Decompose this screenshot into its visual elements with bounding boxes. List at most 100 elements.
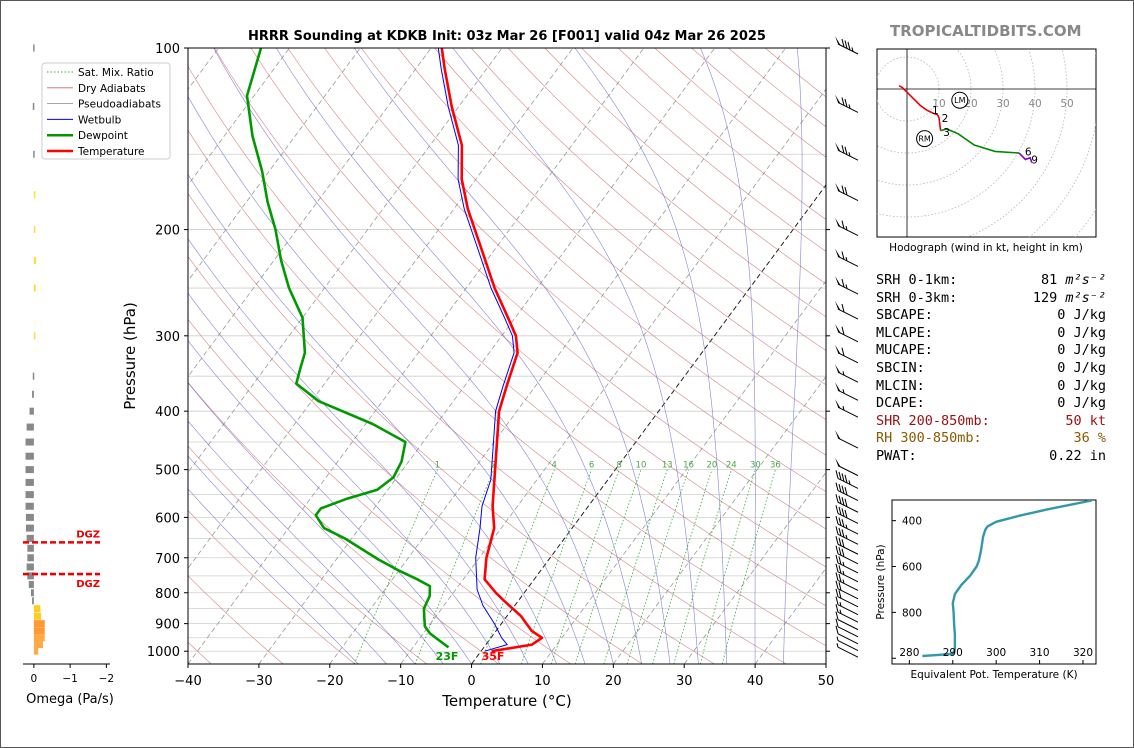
moist-adiabat-line	[188, 96, 586, 664]
wind-barb	[835, 482, 859, 502]
moist-adiabat-line	[188, 488, 359, 664]
barb-full	[835, 572, 839, 581]
barb-full	[838, 590, 842, 599]
barb-full	[841, 497, 845, 506]
wind-barbs	[835, 36, 859, 658]
barb-half	[842, 371, 845, 376]
barb-staff	[837, 533, 859, 545]
barb-staff	[837, 255, 859, 267]
barb-staff	[837, 490, 859, 502]
barb-staff	[837, 512, 859, 524]
barb-full	[841, 97, 845, 106]
moist-adiabat-line	[275, 48, 642, 664]
barb-full	[838, 471, 842, 481]
barb-half	[839, 602, 842, 607]
barb-full	[841, 529, 845, 538]
wind-barb	[835, 94, 859, 113]
wind-barb	[835, 399, 859, 418]
stat-value: 81	[1040, 272, 1058, 288]
barb-half	[842, 561, 845, 567]
barb-full	[841, 347, 845, 356]
legend-entry: Pseudoadiabats	[78, 99, 161, 111]
omega-bar	[27, 544, 34, 552]
barb-full	[838, 547, 842, 556]
barb-full	[838, 527, 842, 536]
dry-adiabat-line	[434, 48, 826, 386]
dry-adiabat-line	[188, 509, 356, 664]
mixing-ratio-label: 36	[770, 461, 781, 471]
omega-tick-label: 0	[31, 673, 38, 685]
wind-barb	[835, 301, 859, 320]
legend-entry: Dewpoint	[78, 130, 128, 142]
stat-label: SRH 0-1km:	[876, 272, 958, 288]
wind-barb	[835, 554, 859, 574]
stat-value-group: 0 J/kg	[1057, 360, 1106, 378]
stat-row: SRH 0-1km: 81 m²s⁻²	[876, 272, 1106, 290]
te-x-tick-label: 300	[986, 647, 1006, 659]
barb-full	[835, 536, 839, 545]
wind-barb	[836, 636, 859, 652]
barb-full	[838, 517, 842, 526]
hodo-marker-label: RM	[918, 135, 931, 144]
moist-adiabat-line	[574, 48, 728, 664]
barb-half	[845, 225, 848, 231]
mixing-ratio-line	[414, 469, 495, 664]
barb-full	[841, 303, 845, 313]
barb-flag	[835, 248, 841, 259]
stat-value-group: 36 %	[1073, 430, 1106, 448]
barb-half	[845, 256, 848, 262]
stat-value: 0 J/kg	[1057, 307, 1106, 324]
barb-full	[844, 186, 848, 196]
barb-flag	[835, 142, 841, 153]
stat-value: 36 %	[1073, 430, 1106, 447]
barb-half	[851, 47, 854, 52]
barb-full	[841, 251, 845, 260]
dry-adiabat-line	[397, 48, 826, 420]
stat-value-group: 0.22 in	[1049, 448, 1106, 466]
mixing-ratio-line	[480, 469, 555, 664]
x-tick-label: 30	[676, 674, 693, 689]
mixing-ratio-label: 1	[435, 461, 440, 471]
mixing-ratio-line	[699, 469, 756, 664]
barb-staff	[837, 579, 859, 591]
barb-full	[835, 596, 839, 605]
wind-barb	[835, 36, 859, 55]
omega-bar	[33, 284, 36, 292]
chart-title: HRRR Sounding at KDKB Init: 03z Mar 26 […	[248, 29, 766, 44]
legend-box	[41, 62, 171, 160]
mixing-ratio-label: 2	[491, 461, 496, 471]
barb-full	[841, 485, 845, 494]
wind-barb	[836, 643, 859, 658]
omega-bar	[33, 226, 36, 234]
wind-barb	[835, 604, 859, 623]
omega-bar	[33, 634, 45, 642]
stat-value-group: 0 J/kg	[1057, 342, 1106, 360]
skewt-chart: 1 2 4 6 8 10 13 16 20 24 30 36−40 −30 −20 −10 0 10 20 30 40…	[41, 29, 834, 710]
profile-temperature	[440, 48, 544, 653]
y-tick-label: 600	[155, 511, 180, 526]
stat-label: MLCIN:	[876, 377, 925, 394]
site-watermark: TROPICALTIDBITS.COM	[890, 22, 1082, 40]
legend: Sat. Mix. Ratio Dry Adiabats Pseudoadiabat…	[41, 62, 171, 160]
wind-barb	[835, 536, 859, 555]
barb-full	[844, 474, 848, 484]
mixing-ratio-label: 20	[706, 461, 717, 471]
barb-full	[835, 470, 839, 479]
mixing-ratio-line	[574, 469, 642, 664]
omega-bar	[25, 502, 34, 510]
barb-full	[835, 526, 839, 535]
barb-staff	[837, 640, 859, 652]
barb-half	[848, 480, 851, 485]
barb-staff	[837, 102, 859, 113]
barb-full	[847, 41, 851, 51]
barb-full	[838, 582, 842, 591]
mixing-ratio-line	[652, 469, 713, 664]
hodo-trace	[1018, 152, 1033, 163]
barb-staff	[837, 633, 859, 645]
x-tick-label: −40	[174, 674, 201, 689]
y-axis-label: Pressure (hPa)	[121, 302, 139, 410]
omega-bar	[25, 452, 34, 460]
stat-row: MLCIN: 0 J/kg	[876, 378, 1106, 396]
barb-staff	[837, 523, 859, 535]
